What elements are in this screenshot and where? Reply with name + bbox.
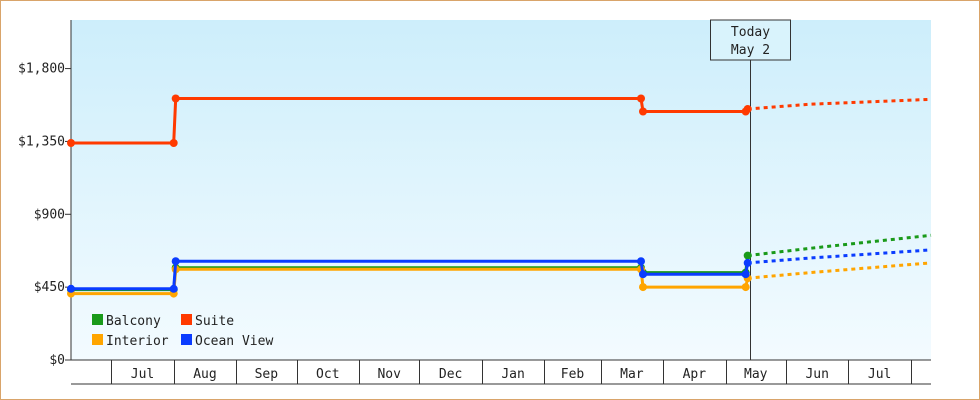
plot-background: [71, 20, 931, 360]
series-point-ocean-view: [743, 258, 752, 267]
series-layer: [67, 94, 932, 298]
x-tick-label: Oct: [316, 367, 339, 382]
x-tick-label: Mar: [620, 367, 644, 382]
series-forecast-ocean-view: [747, 248, 932, 265]
x-tick-label: Feb: [561, 367, 585, 382]
series-point-ocean-view: [741, 270, 750, 279]
series-point-balcony: [743, 251, 752, 260]
series-forecast-balcony: [747, 233, 932, 258]
x-tick-label: May: [744, 367, 768, 382]
series-point-suite: [639, 107, 647, 116]
legend-swatch-ocean-view: [181, 334, 192, 345]
series-point-ocean-view: [171, 257, 180, 266]
x-tick-label: Aug: [193, 367, 216, 382]
x-tick-label: Jan: [501, 367, 524, 382]
legend-swatch-balcony: [92, 314, 103, 325]
x-tick-label: Jul: [131, 367, 154, 382]
y-tick-label: $1,800: [18, 62, 65, 77]
series-point-suite: [169, 139, 178, 147]
x-tick-label: Dec: [439, 367, 462, 382]
legend-label-ocean-view: Ocean View: [195, 334, 273, 349]
series-point-suite: [743, 105, 752, 113]
series-forecast-suite: [747, 97, 932, 111]
today-label-box: [710, 19, 791, 61]
series-point-suite: [67, 139, 75, 147]
series-point-ocean-view: [169, 284, 178, 293]
x-axis: Jul Aug Sep Oct Nov Dec Jan Feb Mar Apr May Jun Jul: [71, 359, 931, 385]
today-date: May 2: [731, 43, 770, 58]
x-tick-label: Jun: [805, 367, 828, 382]
y-tick-label: $0: [49, 353, 65, 368]
series-point-interior: [639, 283, 647, 292]
series-point-suite: [637, 94, 645, 103]
legend: Balcony Suite Interior Ocean View: [92, 314, 273, 349]
legend-swatch-suite: [181, 314, 192, 325]
x-tick-label: Nov: [377, 367, 401, 382]
series-point-ocean-view: [67, 284, 75, 293]
series-forecast-interior: [747, 261, 932, 280]
legend-label-balcony: Balcony: [106, 314, 161, 329]
x-tick-label: Sep: [255, 367, 279, 382]
x-tick-label: Apr: [683, 367, 707, 382]
series-point-ocean-view: [639, 270, 647, 279]
legend-swatch-interior: [92, 334, 103, 345]
legend-label-interior: Interior: [106, 334, 169, 349]
x-tick-label: Jul: [868, 367, 891, 382]
series-point-suite: [171, 94, 180, 103]
series-point-interior: [741, 283, 750, 292]
y-tick-label: $900: [34, 207, 65, 222]
series-point-ocean-view: [637, 257, 645, 266]
legend-label-suite: Suite: [195, 314, 234, 329]
today-marker: Today May 2: [710, 19, 791, 360]
today-label: Today: [731, 25, 770, 40]
y-axis: $0 $450 $900 $1,350 $1,800: [18, 20, 72, 368]
y-tick-label: $450: [34, 280, 65, 295]
y-tick-label: $1,350: [18, 134, 65, 149]
